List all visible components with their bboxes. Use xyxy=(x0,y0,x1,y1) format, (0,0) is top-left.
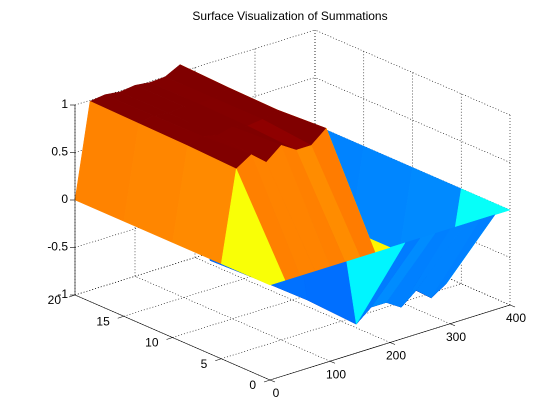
y-tick-label: 15 xyxy=(96,314,110,328)
x-tick-label: 0 xyxy=(273,386,280,400)
y-tick-label: 0 xyxy=(249,378,256,392)
y-tick-label: 20 xyxy=(48,293,62,307)
tick-mark xyxy=(329,360,336,364)
y-tick-label: 10 xyxy=(145,336,159,350)
grid-line xyxy=(314,77,511,163)
tick-mark xyxy=(117,315,124,319)
x-tick-label: 200 xyxy=(386,349,406,363)
chart-title: Surface Visualization of Summations xyxy=(192,9,387,23)
tick-mark xyxy=(166,337,173,340)
tick-mark xyxy=(68,294,76,298)
z-tick-label: 1 xyxy=(61,97,68,111)
z-tick-label: 0.5 xyxy=(51,145,68,159)
x-tick-label: 400 xyxy=(506,311,526,325)
z-tick-label: 0 xyxy=(61,192,68,206)
tick-mark xyxy=(449,323,456,327)
y-tick-label: 5 xyxy=(201,357,208,371)
tick-mark xyxy=(263,379,271,383)
z-tick-label: -0.5 xyxy=(47,240,68,254)
grid-line xyxy=(194,257,391,343)
x-tick-label: 100 xyxy=(326,367,346,381)
grid-line xyxy=(314,29,511,116)
x-tick-label: 300 xyxy=(446,330,466,344)
tick-mark xyxy=(509,304,516,308)
surface-patch xyxy=(220,167,286,286)
tick-mark xyxy=(215,358,222,362)
tick-mark xyxy=(389,342,396,345)
grid-line xyxy=(134,275,331,362)
tick-mark xyxy=(269,379,276,383)
z-tick-label: -1 xyxy=(57,287,68,301)
